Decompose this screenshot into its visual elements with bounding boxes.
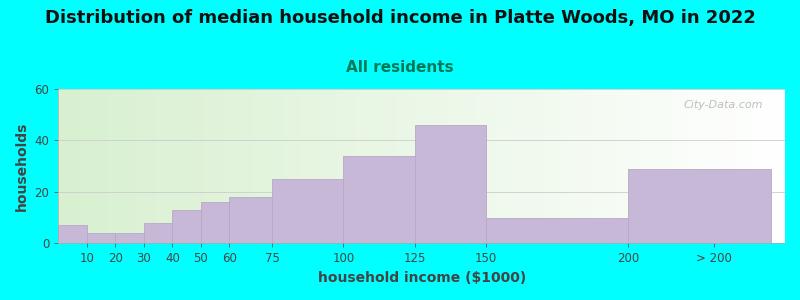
Bar <box>628 169 770 243</box>
Bar <box>173 210 201 243</box>
Bar <box>414 125 486 243</box>
Text: City-Data.com: City-Data.com <box>684 100 763 110</box>
Text: All residents: All residents <box>346 60 454 75</box>
Bar <box>272 179 343 243</box>
Text: Distribution of median household income in Platte Woods, MO in 2022: Distribution of median household income … <box>45 9 755 27</box>
Bar <box>87 233 115 243</box>
X-axis label: household income ($1000): household income ($1000) <box>318 271 526 285</box>
Bar <box>201 202 230 243</box>
Bar <box>58 225 87 243</box>
Bar <box>144 223 173 243</box>
Bar <box>115 233 144 243</box>
Bar <box>343 156 414 243</box>
Y-axis label: households: households <box>15 122 29 211</box>
Bar <box>486 218 628 243</box>
Bar <box>230 197 272 243</box>
